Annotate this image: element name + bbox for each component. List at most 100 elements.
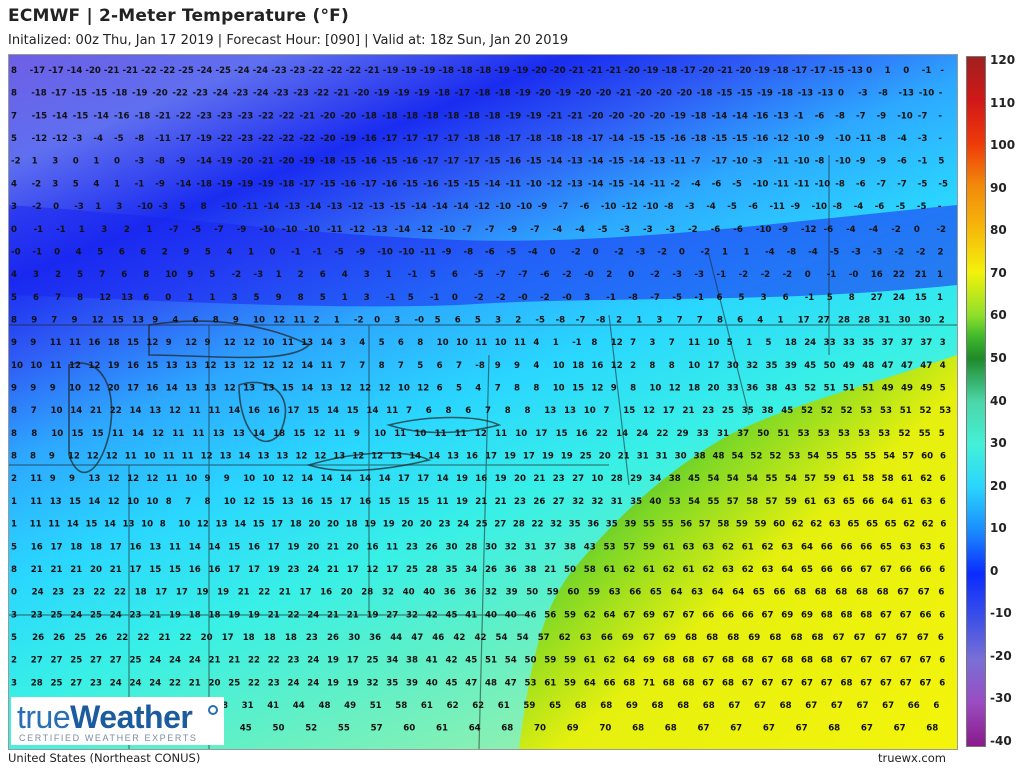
temperature-value: 5	[939, 429, 945, 439]
colorbar-tick-label: 80	[990, 223, 1007, 238]
temperature-value: 18	[785, 338, 797, 348]
temperature-value: 32	[505, 542, 517, 552]
temperature-value: 32	[591, 497, 603, 507]
temperature-value: 3	[11, 678, 17, 688]
temperature-value: 37	[901, 338, 913, 348]
temperature-value: -14	[395, 225, 411, 235]
temperature-value: 67	[900, 656, 912, 666]
temperature-value: 10	[146, 497, 158, 507]
temperature-value: 2	[124, 225, 130, 235]
temperature-value: 5	[320, 293, 326, 303]
temperature-value: 25	[580, 452, 592, 462]
temperature-value: 7	[359, 361, 365, 371]
temperature-value: -0	[849, 270, 859, 280]
temperature-map[interactable]: 8 -17 -17 -14 -20 -21 -21 -22 -22 -25 -24 -25 -24 -24…	[8, 54, 958, 750]
temperature-value: 61	[544, 678, 556, 688]
temperature-value: 52	[920, 406, 932, 416]
temperature-value: -7	[897, 179, 907, 189]
temperature-value: -	[940, 66, 944, 76]
temperature-value: 53	[858, 429, 870, 439]
logo-wordmark: trueWeather	[17, 699, 193, 736]
temperature-value: 13	[220, 452, 232, 462]
temperature-value: -19	[217, 157, 233, 167]
temperature-value: -1	[572, 338, 582, 348]
temperature-value: 16	[466, 452, 478, 462]
temperature-value: 0	[11, 588, 17, 598]
temperature-value: -24	[253, 89, 269, 99]
temperature-value: -2	[474, 293, 484, 303]
temperature-value: 8	[30, 452, 36, 462]
temperature-value: -3	[672, 270, 682, 280]
temperature-value: 5	[417, 361, 423, 371]
temperature-value: -24	[213, 89, 229, 99]
temperature-value: -16	[753, 134, 769, 144]
colorbar-tick-label: 30	[990, 436, 1007, 451]
temperature-value: 30	[348, 633, 360, 643]
site-label[interactable]: truewx.com	[877, 751, 946, 765]
temperature-value: 15	[146, 361, 158, 371]
temperature-value: 19	[456, 474, 468, 484]
temperature-value: -22	[314, 89, 330, 99]
temperature-value: 63	[920, 497, 932, 507]
temperature-value: -7	[518, 270, 528, 280]
temperature-value: -19	[258, 179, 274, 189]
temperature-value: 40	[505, 610, 517, 620]
temperature-value: -22	[279, 134, 295, 144]
temperature-value: 47	[901, 361, 913, 371]
temperature-value: 6	[940, 474, 946, 484]
temperature-value: 11	[182, 452, 194, 462]
temperature-value: 21	[228, 656, 240, 666]
temperature-value: -13	[848, 66, 864, 76]
temperature-value: 21	[475, 497, 487, 507]
temperature-value: 41	[465, 610, 477, 620]
temperature-value: -13	[369, 202, 385, 212]
colorbar-tick-label: 110	[990, 95, 1016, 110]
temperature-value: 64	[801, 542, 813, 552]
temperature-value: 8	[11, 565, 17, 575]
temperature-value: 15	[379, 497, 391, 507]
temperature-value: 24	[110, 610, 122, 620]
temperature-value: 55	[766, 474, 778, 484]
temperature-value: -5	[535, 316, 545, 326]
temperature-value: -18	[526, 134, 542, 144]
temperature-value: 17	[708, 361, 720, 371]
temperature-value: 54	[496, 633, 508, 643]
temperature-value: 37	[544, 542, 556, 552]
temperature-value: -20	[238, 157, 254, 167]
temperature-value: -17	[382, 134, 398, 144]
temperature-value: 8	[669, 361, 675, 371]
temperature-value: 12	[379, 384, 391, 394]
temperature-value: -17	[444, 157, 460, 167]
temperature-value: -22	[300, 134, 316, 144]
temperature-value: -18	[135, 111, 151, 121]
temperature-value: 60	[921, 452, 933, 462]
temperature-value: 68	[575, 701, 587, 711]
temperature-value: 11	[50, 338, 62, 348]
temperature-value: 5	[180, 202, 186, 212]
temperature-value: 12	[273, 316, 285, 326]
temperature-value: -14	[52, 111, 68, 121]
temperature-value: 67	[781, 678, 793, 688]
temperature-value: 16	[189, 565, 201, 575]
temperature-value: 45	[446, 678, 458, 688]
temperature-value: 7	[99, 270, 105, 280]
temperature-value: 55	[662, 520, 674, 530]
temperature-value: 69	[622, 633, 634, 643]
temperature-value: 39	[785, 361, 797, 371]
temperature-value: -17	[176, 134, 192, 144]
temperature-value: 63	[722, 565, 734, 575]
temperature-value: 12	[314, 452, 326, 462]
temperature-value: -2	[701, 247, 711, 257]
temperature-value: 32	[382, 588, 394, 598]
temperature-value: 65	[848, 520, 860, 530]
temperature-value: 3	[584, 293, 590, 303]
temperature-value: 8	[11, 316, 17, 326]
temperature-value: 11	[193, 429, 205, 439]
temperature-value: -3	[851, 247, 861, 257]
temperature-value: -15	[403, 179, 419, 189]
temperature-value: 15	[228, 542, 240, 552]
temperature-value: -13	[567, 157, 583, 167]
temperature-value: 61	[843, 474, 855, 484]
temperature-value: 17	[300, 588, 312, 598]
temperature-value: 14	[367, 406, 379, 416]
